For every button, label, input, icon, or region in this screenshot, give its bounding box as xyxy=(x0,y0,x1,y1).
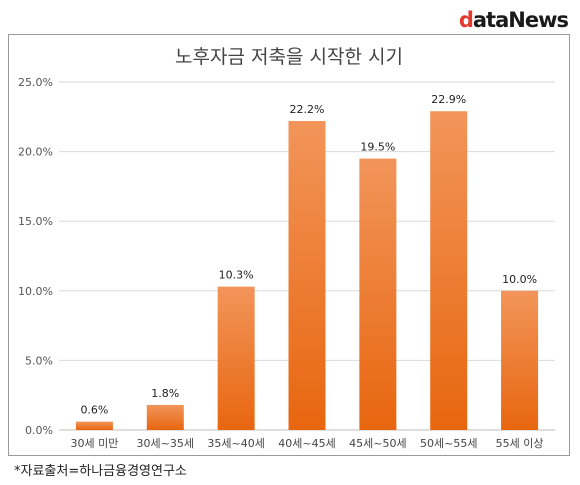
chart-title: 노후자금 저축을 시작한 시기 xyxy=(175,46,403,68)
y-tick-label: 15.0% xyxy=(18,215,53,228)
datanews-logo: dataNews xyxy=(458,8,569,32)
value-label: 19.5% xyxy=(360,141,395,154)
bar-chart: 노후자금 저축을 시작한 시기 0.0% 5.0% 10.0% 15.0% 20.0% 2… xyxy=(18,46,555,450)
logo-wordmark: ataNews xyxy=(472,8,569,32)
bar xyxy=(501,290,539,430)
y-tick-label: 5.0% xyxy=(25,354,53,367)
x-tick-label: 50세~55세 xyxy=(420,437,477,450)
bar xyxy=(146,404,184,430)
bar xyxy=(75,421,113,430)
value-label: 10.0% xyxy=(502,273,537,286)
x-tick-label: 45세~50세 xyxy=(349,437,406,450)
y-tick-label: 20.0% xyxy=(18,146,53,159)
x-axis: 30세 미만 30세~35세 35세~40세 40세~45세 45세~50세 50세~55… xyxy=(70,437,543,450)
value-labels: 0.6% 1.8% 10.3% 22.2% 19.5% 22.9% 10.0% xyxy=(80,93,537,416)
y-axis: 0.0% 5.0% 10.0% 15.0% 20.0% 25.0% xyxy=(18,76,53,437)
value-label: 0.6% xyxy=(80,404,108,417)
y-tick-label: 10.0% xyxy=(18,285,53,298)
y-tick-label: 25.0% xyxy=(18,76,53,89)
x-tick-label: 30세~35세 xyxy=(137,437,194,450)
source-note: *자료출처=하나금융경영연구소 xyxy=(14,464,187,479)
bar xyxy=(288,120,326,430)
value-label: 22.9% xyxy=(431,93,466,106)
chart-frame: 노후자금 저축을 시작한 시기 0.0% 5.0% 10.0% 15.0% 20.0% 2… xyxy=(8,34,570,456)
logo-letter: d xyxy=(458,8,474,32)
bar xyxy=(430,111,468,431)
value-label: 1.8% xyxy=(151,387,179,400)
x-tick-label: 30세 미만 xyxy=(70,437,118,450)
x-tick-label: 55세 이상 xyxy=(496,437,544,450)
x-tick-label: 35세~40세 xyxy=(207,437,264,450)
value-label: 10.3% xyxy=(219,269,254,282)
value-label: 22.2% xyxy=(290,103,325,116)
bar xyxy=(359,158,397,430)
bars xyxy=(75,111,539,431)
x-tick-label: 40세~45세 xyxy=(278,437,335,450)
bar xyxy=(217,286,255,430)
y-tick-label: 0.0% xyxy=(25,424,53,437)
